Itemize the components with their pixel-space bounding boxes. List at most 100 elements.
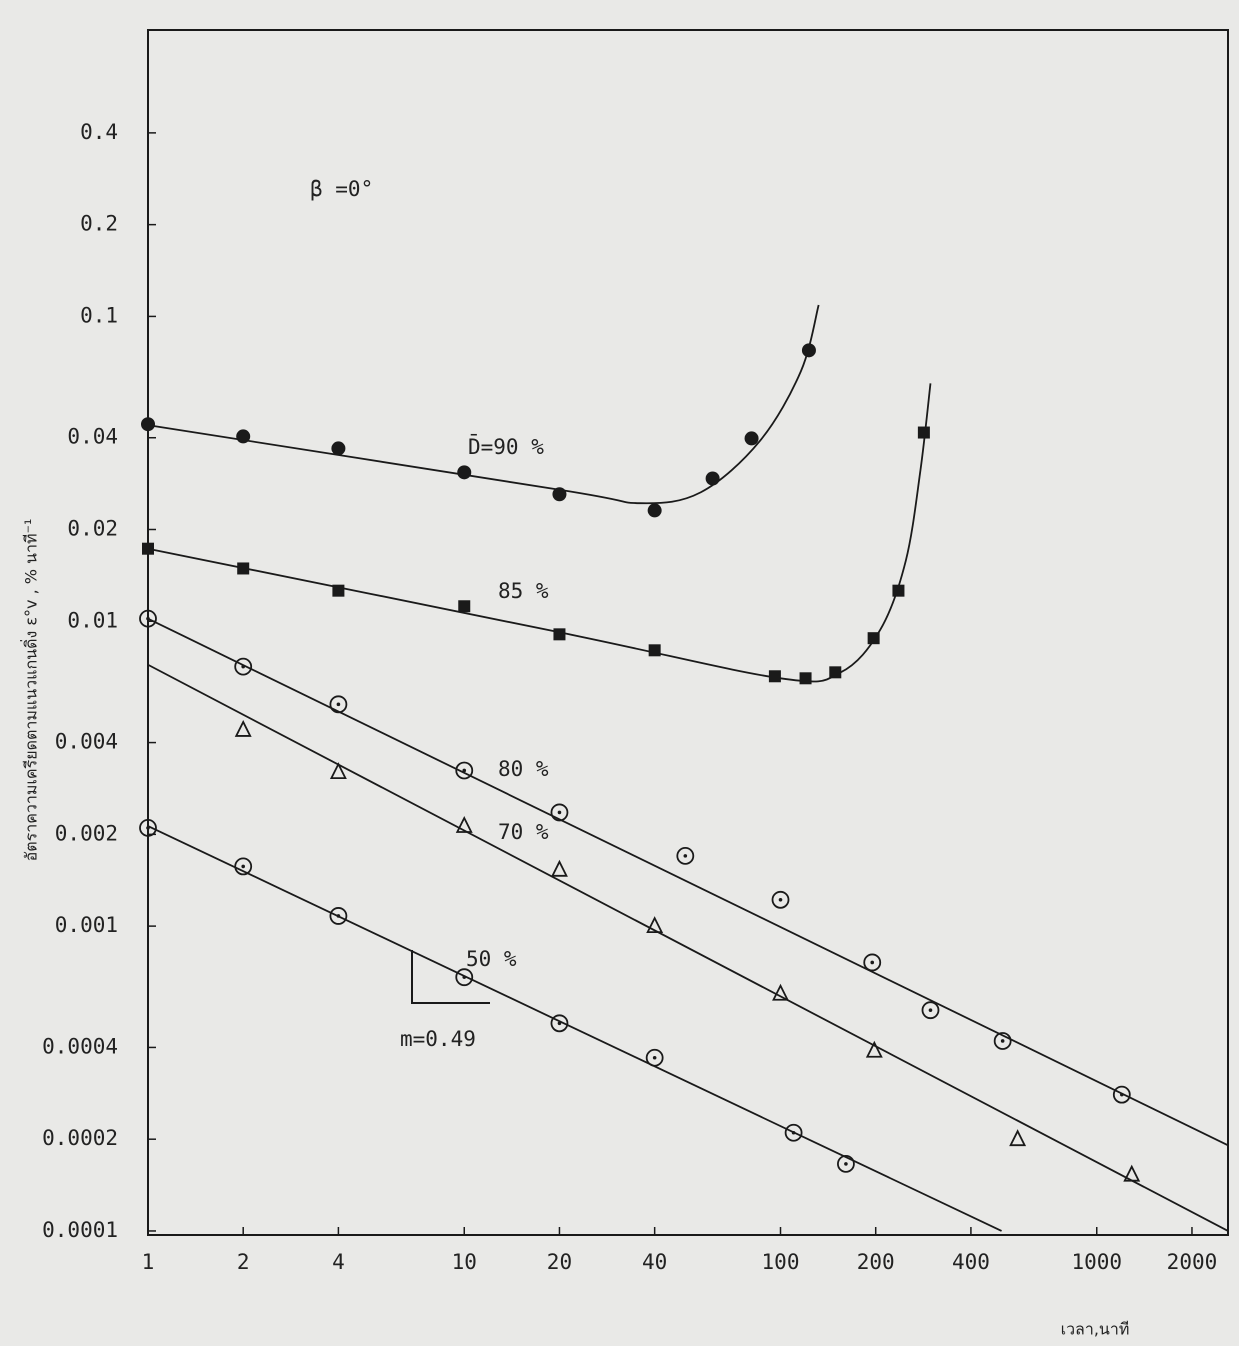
y-tick-label: 0.02 — [67, 516, 118, 540]
marker — [784, 1123, 803, 1142]
marker — [550, 859, 568, 877]
fit-line — [147, 383, 932, 683]
x-axis-label: เวลา,นาที — [1061, 1320, 1130, 1339]
marker — [457, 465, 472, 480]
marker — [455, 815, 473, 833]
x-tick-label: 10 — [452, 1250, 477, 1274]
marker — [892, 584, 905, 597]
marker-dot — [652, 1055, 657, 1060]
y-tick-label: 0.0001 — [42, 1218, 118, 1242]
marker — [142, 542, 154, 555]
marker — [329, 695, 348, 714]
marker-dot — [557, 1021, 562, 1026]
marker — [863, 953, 882, 972]
y-tick-label: 0.1 — [80, 303, 118, 327]
marker-dot — [146, 826, 150, 830]
marker — [550, 1014, 569, 1033]
marker-dot — [1120, 1092, 1124, 1097]
y-tick-label: 0.004 — [55, 730, 118, 754]
slope-triangle — [411, 950, 490, 1004]
annotation: m=0.49 — [400, 1027, 476, 1051]
marker — [993, 1032, 1012, 1050]
marker — [455, 968, 474, 987]
fit-line — [147, 304, 820, 505]
marker — [867, 632, 880, 645]
marker-dot — [870, 960, 875, 965]
marker — [744, 431, 759, 446]
marker — [1112, 1085, 1131, 1104]
marker-dot — [241, 864, 246, 869]
marker — [771, 890, 790, 909]
series-label: 50 % — [466, 947, 517, 971]
marker — [553, 628, 566, 641]
marker-dot — [241, 664, 246, 669]
marker — [331, 441, 346, 456]
y-tick-label: 0.0004 — [42, 1034, 118, 1058]
x-tick-label: 2 — [237, 1250, 250, 1274]
marker-dot — [557, 810, 562, 815]
marker-dot — [336, 702, 341, 707]
x-tick-label: 1000 — [1071, 1250, 1122, 1274]
series-label: 70 % — [498, 820, 549, 844]
marker — [141, 417, 155, 432]
marker — [676, 846, 695, 865]
x-tick-label: 2000 — [1167, 1250, 1218, 1274]
x-tick-label: 1 — [142, 1250, 155, 1274]
x-tick-label: 4 — [332, 1250, 345, 1274]
marker — [234, 857, 253, 876]
marker — [645, 1048, 664, 1067]
marker — [917, 426, 930, 439]
marker — [837, 1154, 855, 1173]
marker-dot — [462, 975, 467, 979]
y-tick-label: 0.01 — [67, 608, 118, 632]
marker — [648, 644, 661, 657]
marker — [458, 600, 471, 613]
marker — [139, 818, 157, 837]
marker-dot — [146, 616, 150, 621]
series-label: 85 % — [498, 579, 549, 603]
plot-frame — [147, 29, 1229, 1236]
marker-dot — [844, 1162, 848, 1166]
y-tick-label: 0.2 — [80, 212, 118, 236]
marker — [705, 471, 720, 486]
marker — [801, 343, 816, 358]
y-tick-label: 0.001 — [55, 913, 118, 937]
y-tick-label: 0.0002 — [42, 1126, 118, 1150]
marker — [646, 916, 664, 934]
marker — [921, 1001, 940, 1020]
marker — [865, 1040, 883, 1058]
marker — [799, 672, 812, 685]
marker — [332, 584, 345, 597]
marker — [647, 503, 662, 518]
marker-dot — [683, 854, 688, 858]
marker — [329, 907, 348, 925]
marker — [455, 761, 474, 780]
y-tick-label: 0.04 — [67, 425, 118, 449]
x-tick-label: 400 — [952, 1250, 990, 1274]
marker — [829, 666, 842, 679]
marker — [234, 719, 252, 737]
marker — [236, 429, 251, 444]
marker-dot — [1000, 1039, 1005, 1043]
marker-dot — [928, 1008, 933, 1012]
marker — [1123, 1164, 1141, 1182]
fit-line — [147, 617, 1229, 1147]
marker-dot — [791, 1130, 796, 1135]
marker — [552, 487, 567, 502]
annotation: β =0° — [310, 177, 373, 201]
marker — [772, 983, 789, 1001]
marker — [139, 609, 157, 628]
marker — [768, 670, 781, 683]
marker — [329, 762, 347, 780]
marker — [234, 657, 253, 676]
y-tick-label: 0.4 — [80, 120, 118, 144]
marker-dot — [336, 914, 341, 918]
marker — [550, 803, 569, 822]
marker — [1009, 1129, 1027, 1147]
series-label: 80 % — [498, 757, 549, 781]
fit-line — [147, 825, 1002, 1232]
marker — [237, 562, 250, 575]
x-tick-label: 40 — [642, 1250, 667, 1274]
